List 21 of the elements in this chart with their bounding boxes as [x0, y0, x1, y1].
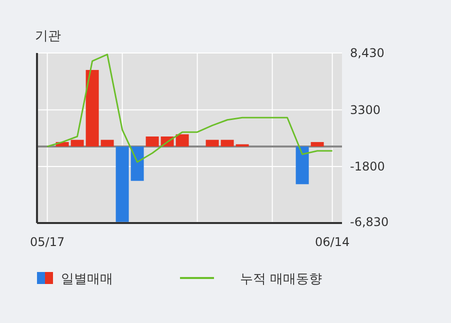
bar	[176, 134, 189, 146]
legend-label: 일별매매	[61, 272, 113, 287]
bar	[146, 136, 159, 146]
y-tick-label: -1800	[350, 159, 385, 174]
y-tick-label: -6,830	[350, 215, 389, 230]
bar	[70, 140, 84, 146]
bar	[206, 140, 219, 146]
legend-label: 누적 매매동향	[240, 272, 322, 287]
bar	[130, 146, 144, 181]
bar	[86, 70, 99, 146]
bar	[100, 140, 114, 146]
x-tick-label: 05/17	[30, 235, 65, 249]
x-tick-label: 06/14	[315, 235, 350, 249]
bar	[296, 146, 309, 184]
chart-title: 기관	[35, 29, 61, 44]
bar	[220, 140, 234, 146]
y-tick-label: 3300	[350, 102, 381, 117]
line-series	[46, 54, 334, 163]
bar	[310, 142, 324, 146]
bar	[116, 146, 129, 222]
y-tick-label: 8,430	[350, 46, 384, 60]
